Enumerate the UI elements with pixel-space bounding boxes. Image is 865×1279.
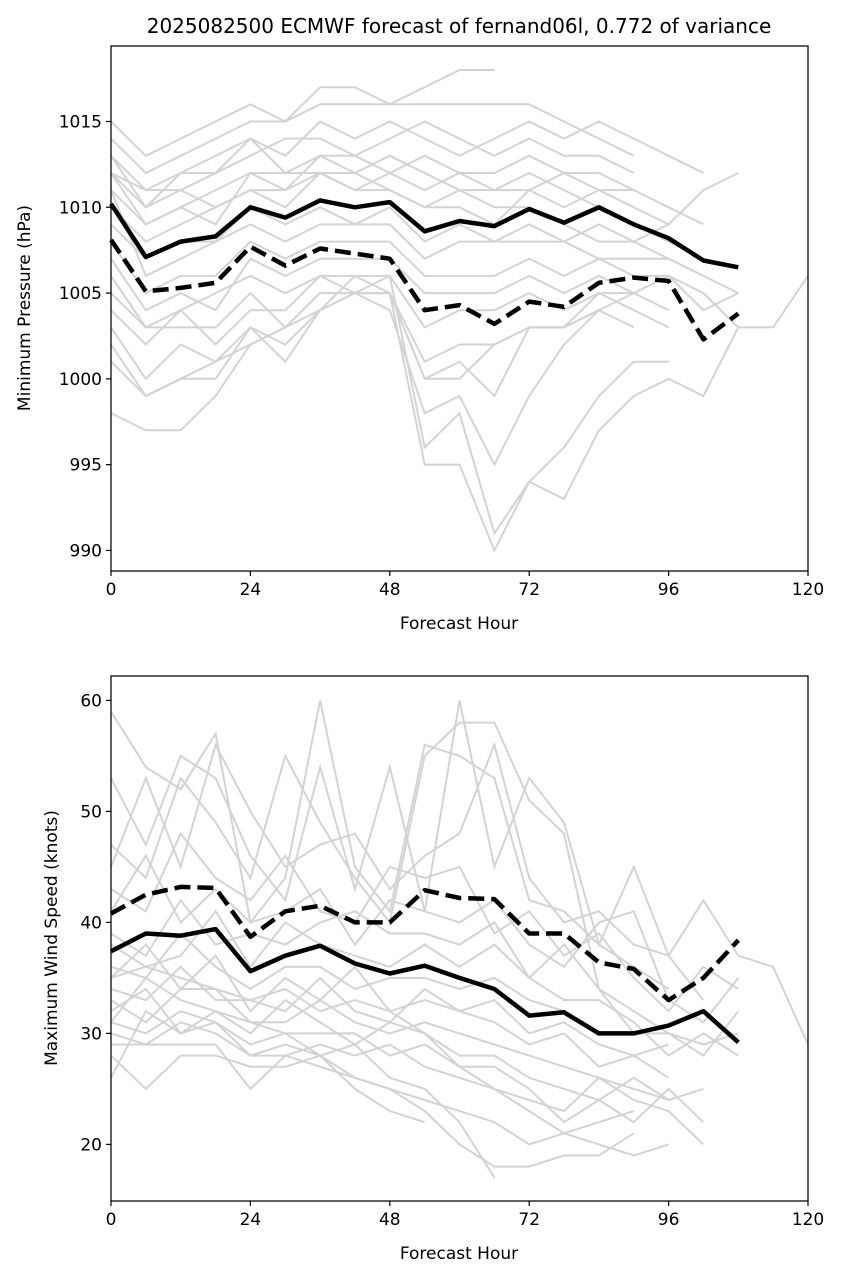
wind-mean-lines — [109, 884, 740, 1044]
wind-member-line — [111, 898, 739, 1046]
wind-member-line — [111, 976, 496, 1179]
y-tick-label: 1005 — [59, 284, 102, 304]
wind-member-line — [111, 1010, 705, 1124]
pressure-y-axis-label: Minimum Pressure (hPa) — [15, 205, 35, 411]
pressure-member-line — [111, 69, 495, 158]
wind-axes: 0 24 48 72 96 120 20 30 40 50 60 Forecast Hour Ma… — [42, 675, 824, 1264]
wind-ensemble-mean-line — [109, 926, 740, 1044]
wind-member-line — [111, 1009, 635, 1168]
pressure-member-line — [111, 120, 635, 209]
pressure-member-line — [111, 103, 635, 175]
pressure-mean-lines — [109, 198, 740, 342]
wind-member-line — [111, 721, 635, 1035]
x-tick-label: 24 — [240, 1210, 262, 1230]
wind-member-line — [111, 700, 808, 1045]
y-tick-label: 40 — [80, 913, 102, 933]
pressure-y-ticks: 990 995 1000 1005 1010 1015 — [59, 112, 111, 561]
y-tick-label: 990 — [70, 541, 102, 561]
pressure-member-line — [111, 291, 600, 364]
wind-member-line — [111, 932, 740, 1057]
pressure-member-line — [111, 189, 704, 278]
y-tick-label: 60 — [80, 691, 102, 711]
wind-member-line — [111, 853, 740, 1024]
wind-member-line — [111, 965, 635, 1135]
pressure-axes-frame — [110, 45, 809, 572]
pressure-member-line — [111, 292, 669, 553]
x-tick-label: 96 — [658, 580, 680, 600]
x-tick-label: 120 — [792, 580, 824, 600]
x-tick-label: 72 — [518, 1210, 540, 1230]
y-tick-label: 30 — [80, 1024, 102, 1044]
pressure-axes: 0 24 48 72 96 120 990 995 1000 1005 1010 1015 Fore… — [15, 45, 824, 634]
y-tick-label: 995 — [70, 456, 102, 476]
pressure-x-ticks: 0 24 48 72 96 120 — [106, 571, 824, 600]
pressure-member-line — [111, 274, 808, 467]
y-tick-label: 1015 — [59, 112, 102, 132]
pressure-member-line — [111, 274, 634, 398]
pressure-x-axis-label: Forecast Hour — [400, 614, 518, 634]
pressure-weighted-mean-line — [109, 238, 740, 342]
x-tick-label: 72 — [518, 580, 540, 600]
y-tick-label: 1000 — [59, 370, 102, 390]
x-tick-label: 48 — [379, 580, 401, 600]
wind-member-line — [111, 909, 739, 1057]
x-tick-label: 48 — [379, 1210, 401, 1230]
wind-member-line — [111, 831, 739, 1013]
wind-ensemble-members — [111, 700, 808, 1179]
x-tick-label: 120 — [792, 1210, 824, 1230]
y-tick-label: 1010 — [59, 198, 102, 218]
pressure-ensemble-mean-line — [109, 198, 739, 270]
pressure-member-line — [111, 240, 739, 312]
pressure-member-line — [111, 274, 740, 536]
wind-y-ticks: 20 30 40 50 60 — [80, 691, 111, 1155]
wind-y-axis-label: Maximum Wind Speed (knots) — [42, 810, 62, 1066]
pressure-ensemble-members — [111, 69, 808, 553]
wind-member-line — [111, 1021, 705, 1146]
x-tick-label: 24 — [240, 580, 262, 600]
wind-x-axis-label: Forecast Hour — [400, 1244, 518, 1264]
y-tick-label: 20 — [80, 1135, 102, 1155]
x-tick-label: 0 — [106, 580, 117, 600]
wind-x-ticks: 0 24 48 72 96 120 — [106, 1201, 824, 1230]
wind-axes-frame — [110, 675, 809, 1202]
pressure-member-line — [111, 154, 704, 260]
x-tick-label: 0 — [106, 1210, 117, 1230]
y-tick-label: 50 — [80, 802, 102, 822]
chart-title: 2025082500 ECMWF forecast of fernand06l,… — [147, 14, 772, 38]
wind-member-line — [111, 700, 670, 990]
wind-member-line — [111, 1054, 426, 1124]
wind-weighted-mean-line — [109, 884, 740, 1003]
wind-member-line — [111, 1043, 669, 1157]
x-tick-label: 96 — [658, 1210, 680, 1230]
